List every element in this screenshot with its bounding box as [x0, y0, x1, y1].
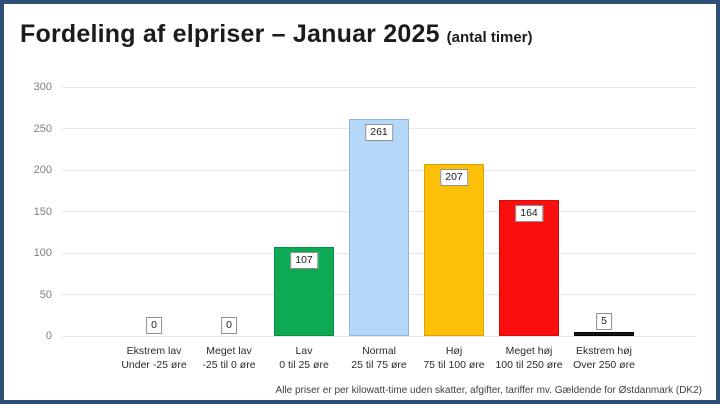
gridline	[62, 335, 696, 337]
x-axis-category-label: Høj 75 til 100 øre	[406, 345, 502, 372]
category-range: Under -25 øre	[121, 358, 187, 371]
x-axis-category-label: Lav 0 til 25 øre	[256, 345, 352, 372]
bar-value-label: 0	[146, 317, 162, 334]
category-name: Meget høj	[505, 345, 553, 357]
x-axis-category-label: Meget høj 100 til 250 øre	[481, 345, 577, 372]
gridline	[62, 86, 696, 88]
chart-subtitle: (antal timer)	[446, 29, 533, 46]
bar-h-j	[424, 164, 484, 336]
plot-area: 0 50 100 150 200 250 300 0 Ekstrem lav Under -25 …	[34, 81, 696, 371]
footnote: Alle priser er per kilowatt-time uden sk…	[275, 385, 702, 396]
bar-value-label: 261	[365, 124, 393, 142]
bar-value-label: 164	[515, 204, 543, 222]
category-range: 25 til 75 øre	[351, 358, 407, 371]
bar-meget-h-j	[499, 200, 559, 336]
y-axis-tick-label: 50	[39, 288, 52, 301]
category-range: 0 til 25 øre	[279, 358, 329, 371]
x-axis-category-label: Ekstrem høj Over 250 øre	[556, 345, 652, 372]
y-axis-tick-label: 100	[33, 247, 52, 259]
x-axis-category-label: Normal 25 til 75 øre	[331, 345, 427, 372]
bar-value-label: 107	[290, 252, 318, 270]
category-range: -25 til 0 øre	[202, 358, 256, 371]
chart-header: Fordeling af elpriser – Januar 2025 (anta…	[20, 20, 533, 49]
category-name: Meget lav	[206, 345, 252, 357]
bar-value-label: 207	[440, 169, 468, 187]
category-name: Ekstrem høj	[575, 345, 632, 357]
category-name: Normal	[362, 345, 396, 357]
category-name: Lav	[295, 345, 313, 357]
y-axis-tick-label: 300	[33, 81, 52, 93]
bar-ekstrem-h-j	[574, 332, 634, 336]
category-range: 75 til 100 øre	[423, 358, 485, 371]
bar-value-label: 5	[596, 312, 612, 330]
y-axis-tick-label: 250	[33, 122, 52, 135]
x-axis-category-label: Ekstrem lav Under -25 øre	[106, 345, 202, 372]
y-axis-tick-label: 0	[45, 330, 52, 342]
category-range: Over 250 øre	[573, 358, 635, 371]
chart-title: Fordeling af elpriser – Januar 2025	[20, 20, 440, 48]
x-axis-category-label: Meget lav -25 til 0 øre	[181, 345, 277, 372]
category-name: Ekstrem lav	[126, 345, 182, 357]
category-name: Høj	[445, 345, 463, 357]
bar-normal	[349, 119, 409, 336]
bar-value-label: 0	[221, 317, 237, 334]
y-axis-tick-label: 200	[33, 164, 52, 176]
y-axis-tick-label: 150	[33, 205, 52, 218]
category-range: 100 til 250 øre	[495, 358, 563, 371]
